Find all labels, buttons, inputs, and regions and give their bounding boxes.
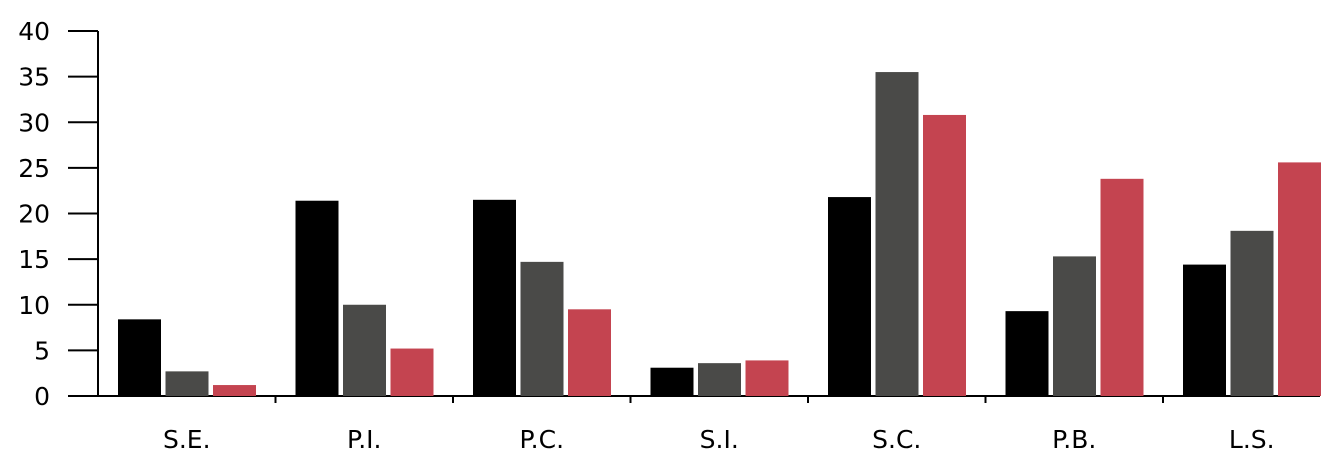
bar-series-3-pb	[1100, 178, 1144, 396]
y-tick-label: 20	[18, 200, 50, 229]
x-tick-label: P.I.	[347, 425, 381, 453]
y-tick-label: 10	[18, 291, 50, 320]
y-tick-label: 35	[18, 63, 50, 92]
bar-series-2-si	[698, 363, 741, 396]
bar-series-1-pi	[295, 200, 339, 396]
bar-series-1-se	[118, 319, 161, 396]
x-tick-label: S.I.	[700, 425, 739, 453]
y-tick-label: 30	[18, 108, 50, 137]
bar-series-1-sc	[828, 197, 871, 396]
bar-series-3-pi	[390, 348, 434, 396]
x-tick-label: P.B.	[1052, 425, 1096, 453]
bar-series-2-pi	[343, 304, 386, 396]
bar-series-2-pc	[520, 261, 564, 396]
bar-series-1-pb	[1005, 311, 1049, 396]
bar-series-2-pb	[1053, 256, 1096, 396]
bar-series-3-ls	[1278, 162, 1321, 396]
x-tick-label: L.S.	[1229, 425, 1275, 453]
bar-series-1-si	[650, 367, 694, 396]
bars	[118, 72, 1321, 396]
y-tick-label: 15	[18, 245, 50, 274]
bar-series-1-ls	[1183, 264, 1226, 396]
x-tick-label: S.C.	[872, 425, 921, 453]
y-tick-label: 25	[18, 154, 50, 183]
x-tick-label: P.C.	[519, 425, 564, 453]
y-tick-label: 5	[34, 336, 50, 365]
bar-series-3-se	[213, 385, 256, 396]
bar-series-3-sc	[923, 114, 966, 396]
bar-series-3-pc	[568, 309, 611, 396]
bar-series-2-se	[165, 371, 209, 396]
x-tick-label: S.E.	[163, 425, 211, 453]
y-tick-label: 40	[18, 17, 50, 46]
y-tick-label: 0	[34, 382, 50, 411]
y-axis: 0 5 10 15 20 25 30 35 40	[18, 17, 99, 411]
x-axis: S.E. P.I. P.C. S.I. S.C. P.B. L.S.	[68, 395, 1320, 453]
bar-series-3-si	[745, 360, 789, 396]
bar-series-2-ls	[1230, 230, 1274, 396]
bar-series-1-pc	[473, 199, 516, 396]
bar-series-2-sc	[875, 72, 919, 396]
